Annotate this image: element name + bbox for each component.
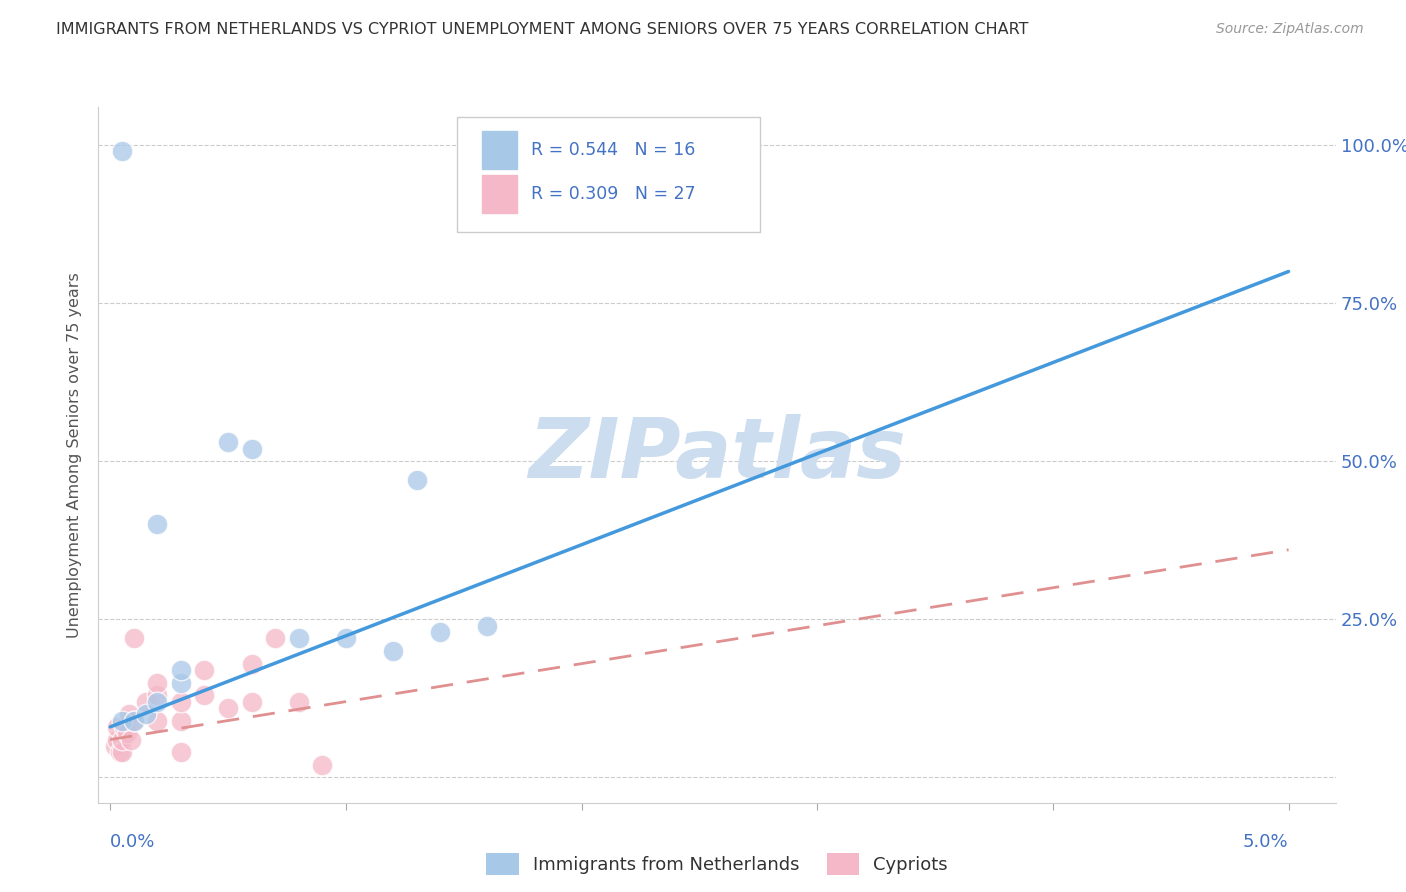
- Text: IMMIGRANTS FROM NETHERLANDS VS CYPRIOT UNEMPLOYMENT AMONG SENIORS OVER 75 YEARS : IMMIGRANTS FROM NETHERLANDS VS CYPRIOT U…: [56, 22, 1029, 37]
- Point: [111, 745, 134, 759]
- Point: [240, 442, 263, 456]
- Point: [120, 732, 142, 747]
- Point: [240, 695, 263, 709]
- Point: [429, 625, 451, 640]
- Point: [170, 675, 193, 690]
- Y-axis label: Unemployment Among Seniors over 75 years: Unemployment Among Seniors over 75 years: [67, 272, 83, 638]
- Point: [112, 720, 135, 734]
- Text: 5.0%: 5.0%: [1243, 833, 1288, 851]
- Point: [108, 745, 131, 759]
- Point: [170, 745, 193, 759]
- Point: [193, 663, 215, 677]
- Point: [135, 707, 157, 722]
- Point: [405, 473, 427, 487]
- Point: [170, 695, 193, 709]
- Point: [122, 632, 145, 646]
- Point: [105, 732, 128, 747]
- Point: [135, 695, 157, 709]
- Point: [193, 688, 215, 702]
- Point: [111, 145, 134, 159]
- Point: [382, 644, 405, 658]
- Point: [111, 732, 134, 747]
- Point: [477, 618, 499, 632]
- Point: [146, 714, 169, 728]
- Point: [104, 739, 127, 753]
- Point: [146, 688, 169, 702]
- Text: R = 0.309   N = 27: R = 0.309 N = 27: [531, 185, 696, 203]
- Point: [146, 517, 169, 532]
- Bar: [482, 175, 516, 213]
- Point: [118, 707, 141, 722]
- Text: Source: ZipAtlas.com: Source: ZipAtlas.com: [1216, 22, 1364, 37]
- Point: [311, 757, 333, 772]
- Point: [146, 695, 169, 709]
- Point: [105, 720, 128, 734]
- Text: ZIPatlas: ZIPatlas: [529, 415, 905, 495]
- Point: [217, 701, 239, 715]
- Point: [170, 714, 193, 728]
- Text: 0.0%: 0.0%: [110, 833, 156, 851]
- Point: [122, 714, 145, 728]
- Text: R = 0.544   N = 16: R = 0.544 N = 16: [531, 141, 696, 159]
- Point: [122, 714, 145, 728]
- Point: [111, 714, 134, 728]
- FancyBboxPatch shape: [457, 118, 761, 232]
- Legend: Immigrants from Netherlands, Cypriots: Immigrants from Netherlands, Cypriots: [477, 844, 957, 884]
- Point: [287, 695, 309, 709]
- Point: [240, 657, 263, 671]
- Point: [335, 632, 357, 646]
- Point: [264, 632, 287, 646]
- Point: [146, 675, 169, 690]
- Point: [170, 663, 193, 677]
- Point: [287, 632, 309, 646]
- Point: [115, 726, 138, 740]
- Bar: [482, 131, 516, 169]
- Point: [217, 435, 239, 450]
